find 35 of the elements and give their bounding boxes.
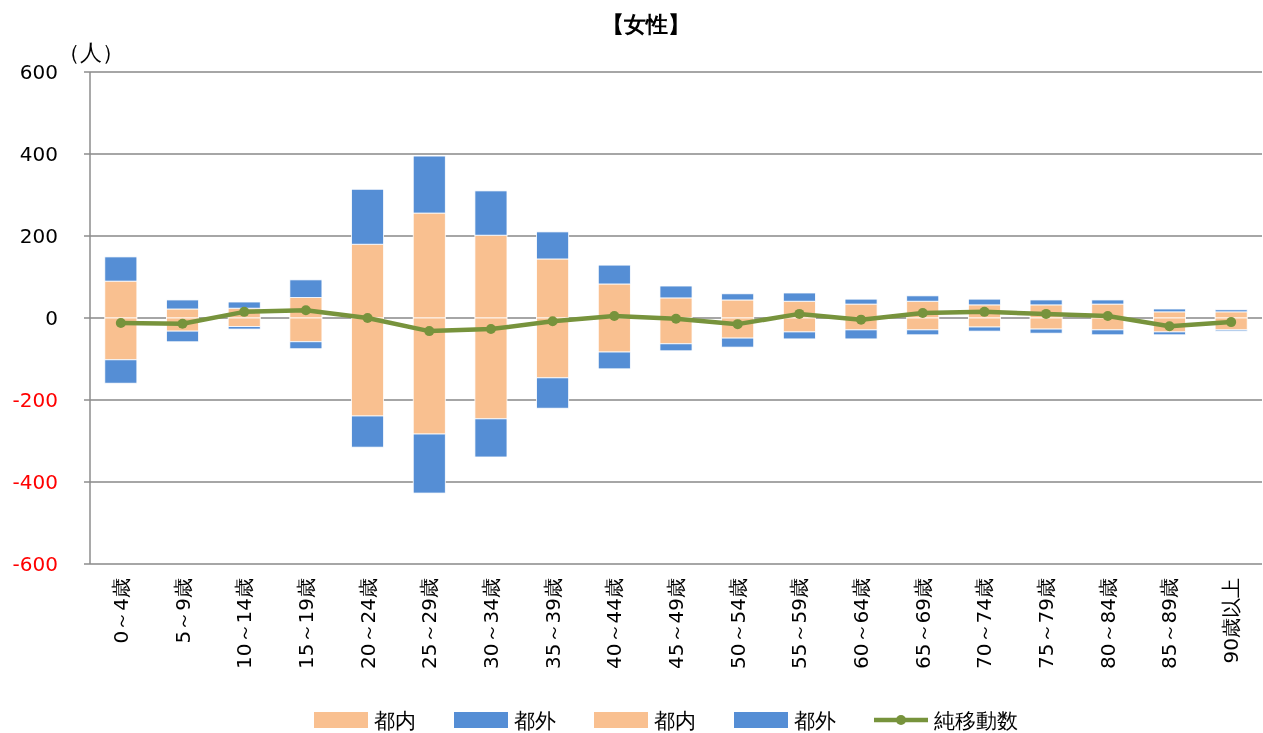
y-tick-label: -400	[12, 470, 58, 494]
x-tick-label: 60～64歳	[849, 578, 874, 669]
x-tick-label: 75～79歳	[1034, 578, 1059, 669]
legend-label: 都外	[514, 709, 556, 733]
y-axis-title: （人）	[58, 40, 124, 65]
y-tick-label: 400	[19, 142, 58, 166]
legend-label: 都内	[374, 709, 416, 733]
x-tick-label: 30～34歳	[478, 578, 503, 669]
chart-title: 【女性】	[602, 12, 690, 37]
legend-label: 純移動数	[934, 709, 1018, 733]
x-tick-label: 45～49歳	[664, 578, 688, 669]
x-tick-label: 55～59歳	[787, 578, 812, 669]
x-tick-label: 80～84歳	[1095, 578, 1120, 669]
x-tick-label: 90歳以上	[1219, 578, 1244, 664]
x-tick-label: 10～14歳	[232, 578, 257, 669]
x-tick-label: 70～74歳	[972, 578, 997, 669]
x-tick-label: 85～89歳	[1157, 578, 1182, 669]
bar	[1214, 309, 1248, 313]
y-tick-label: 0	[45, 306, 58, 330]
bar	[1153, 308, 1186, 313]
legend-label: 都内	[654, 709, 696, 733]
legend-label: 都外	[794, 709, 836, 733]
y-tick-label: 200	[19, 224, 58, 248]
x-tick-label: 40～44歳	[602, 578, 627, 669]
x-tick-label: 25～29歳	[417, 578, 442, 669]
y-tick-label: -200	[12, 388, 58, 412]
x-tick-label: 50～54歳	[725, 578, 750, 669]
x-tick-label: 65～69歳	[910, 578, 935, 669]
x-tick-label: 5～9歳	[170, 578, 195, 644]
y-tick-label: 600	[19, 60, 58, 84]
y-tick-label: -600	[12, 552, 58, 576]
x-tick-label: 0～4歳	[108, 578, 133, 644]
x-tick-label: 15～19歳	[293, 578, 318, 669]
x-tick-label: 35～39歳	[540, 578, 565, 669]
x-tick-label: 20～24歳	[355, 578, 380, 669]
